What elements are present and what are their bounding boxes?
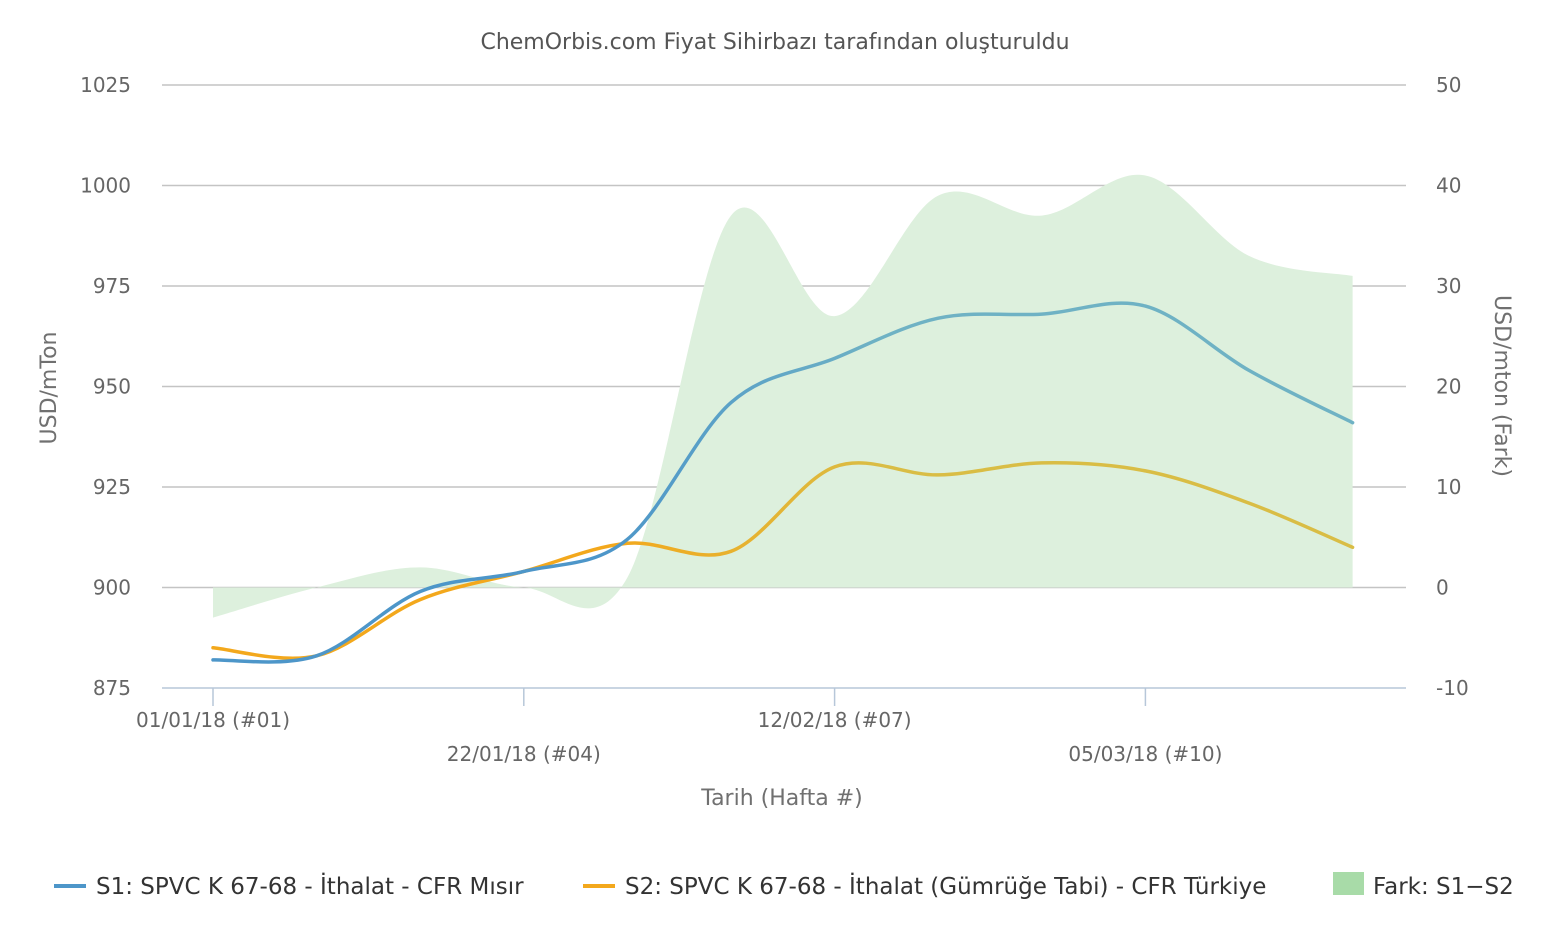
series-s2-line bbox=[211, 461, 1355, 660]
y-tick-label: 950 bbox=[93, 375, 131, 399]
legend-item-s2[interactable]: S2: SPVC K 67-68 - İthalat (Gümrüğe Tabi… bbox=[583, 872, 1266, 900]
chart-title: ChemOrbis.com Fiyat Sihirbazı tarafından… bbox=[480, 30, 1069, 55]
x-axis-title: Tarih (Hafta #) bbox=[700, 786, 862, 811]
y-axis-right-title: USD/mton (Fark) bbox=[1489, 295, 1514, 477]
y-tick-label: 975 bbox=[93, 274, 131, 298]
y-axis-left-title: USD/mTon bbox=[37, 332, 62, 445]
difference-area bbox=[213, 174, 1353, 618]
legend-diff-label: Fark: S1−S2 bbox=[1373, 874, 1514, 900]
y-tick-label: 1025 bbox=[80, 73, 131, 97]
x-tick-label: 05/03/18 (#10) bbox=[1068, 742, 1222, 766]
legend-s2-label: S2: SPVC K 67-68 - İthalat (Gümrüğe Tabi… bbox=[625, 872, 1266, 900]
x-axis bbox=[162, 687, 1406, 706]
y-axis-right-ticks: -10 0 10 20 30 40 50 bbox=[1436, 73, 1469, 700]
y-tick-label: 1000 bbox=[80, 174, 131, 198]
y2-tick-label: 20 bbox=[1436, 375, 1461, 399]
x-tick-label: 01/01/18 (#01) bbox=[136, 708, 290, 732]
y-tick-label: 875 bbox=[93, 676, 131, 700]
y-tick-label: 925 bbox=[93, 475, 131, 499]
legend-item-s1[interactable]: S1: SPVC K 67-68 - İthalat - CFR Mısır bbox=[54, 872, 524, 900]
y2-tick-label: 10 bbox=[1436, 475, 1461, 499]
x-axis-ticks: 01/01/18 (#01) 22/01/18 (#04) 12/02/18 (#0… bbox=[136, 708, 1222, 766]
y-tick-label: 900 bbox=[93, 576, 131, 600]
legend-diff-swatch bbox=[1333, 872, 1364, 895]
y2-tick-label: 50 bbox=[1436, 73, 1461, 97]
legend-s1-label: S1: SPVC K 67-68 - İthalat - CFR Mısır bbox=[96, 872, 524, 900]
legend-item-diff[interactable]: Fark: S1−S2 bbox=[1333, 872, 1514, 900]
x-tick-label: 22/01/18 (#04) bbox=[447, 742, 601, 766]
series-lines bbox=[211, 301, 1355, 664]
series-s1-line bbox=[211, 301, 1355, 664]
legend: S1: SPVC K 67-68 - İthalat - CFR Mısır S… bbox=[54, 872, 1514, 900]
y-axis-left-ticks: 875 900 925 950 975 1000 1025 bbox=[80, 73, 131, 700]
y2-tick-label: 30 bbox=[1436, 274, 1461, 298]
x-tick-label: 12/02/18 (#07) bbox=[758, 708, 912, 732]
y2-tick-label: -10 bbox=[1436, 676, 1469, 700]
y2-tick-label: 40 bbox=[1436, 174, 1461, 198]
difference-area-layer bbox=[213, 174, 1353, 618]
y2-tick-label: 0 bbox=[1436, 576, 1449, 600]
